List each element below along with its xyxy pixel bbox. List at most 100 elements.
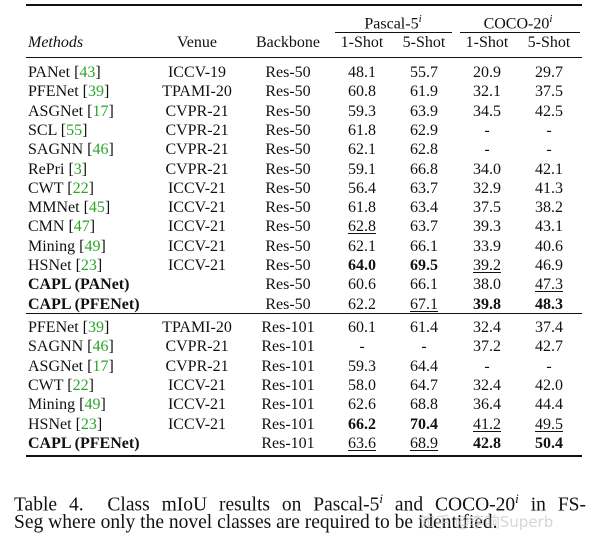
method-name: HSNet xyxy=(28,415,72,433)
venue-cell: CVPR-21 xyxy=(165,160,229,178)
score-cell: 40.6 xyxy=(535,237,563,255)
bottom-rule xyxy=(26,455,582,457)
score-cell: 37.5 xyxy=(535,83,563,101)
citation: [49] xyxy=(79,237,106,255)
method-name: Mining xyxy=(28,396,76,414)
score-cell: - xyxy=(484,357,490,375)
group-rule xyxy=(26,313,582,314)
column-header: 1-Shot xyxy=(465,34,509,51)
score-cell: 38.2 xyxy=(535,199,563,217)
score-cell: 39.3 xyxy=(473,218,501,236)
venue-cell: TPAMI-20 xyxy=(162,319,232,336)
method-cell: CAPL (PFENet) xyxy=(28,295,140,314)
venue-cell: CVPR-21 xyxy=(165,102,229,120)
score-cell: 62.6 xyxy=(348,396,376,414)
method-name: ASGNet xyxy=(28,357,84,375)
score-cell: 34.5 xyxy=(473,102,501,120)
method-cell: ASGNet [17] xyxy=(28,357,114,376)
score-cell: 42.1 xyxy=(535,160,563,178)
score-cell: 32.4 xyxy=(473,376,501,394)
method-cell: HSNet [23] xyxy=(28,256,102,275)
citation: [45] xyxy=(83,199,111,217)
score-cell: 70.4 xyxy=(410,415,438,433)
backbone-cell: Res-101 xyxy=(261,319,315,336)
score-cell: 34.0 xyxy=(473,160,501,178)
method-cell: CAPL (PANet) xyxy=(28,275,129,294)
score-cell: - xyxy=(421,338,427,356)
citation: [23] xyxy=(75,415,103,433)
score-cell: 63.4 xyxy=(410,199,438,217)
method-name: MMNet xyxy=(28,199,80,217)
citation: [17] xyxy=(87,102,114,120)
score-cell: 63.6 xyxy=(348,434,376,452)
score-cell: 63.7 xyxy=(410,218,438,236)
score-cell: 62.1 xyxy=(348,141,376,159)
score-cell: 20.9 xyxy=(473,64,501,81)
score-cell: 62.2 xyxy=(348,295,376,313)
score-cell: 68.8 xyxy=(410,396,438,414)
citation: [49] xyxy=(79,396,106,414)
group-header: COCO-20i xyxy=(484,10,553,33)
score-cell: 42.0 xyxy=(535,376,563,394)
method-name: SAGNN xyxy=(28,141,84,159)
score-cell: 59.1 xyxy=(348,160,376,178)
backbone-cell: Res-50 xyxy=(265,64,311,81)
citation: [47] xyxy=(68,218,96,236)
method-cell: RePri [3] xyxy=(28,160,87,179)
score-cell: - xyxy=(359,338,365,356)
score-cell: - xyxy=(546,357,552,375)
method-cell: HSNet [23] xyxy=(28,415,102,434)
column-header: Backbone xyxy=(256,34,320,51)
score-cell: 47.3 xyxy=(535,276,563,294)
column-header: 1-Shot xyxy=(340,34,384,51)
backbone-cell: Res-50 xyxy=(265,160,311,178)
score-cell: 58.0 xyxy=(348,376,376,394)
caption-text: Table 4. Class mIoU results on Pascal-5 xyxy=(14,494,380,516)
header-rule xyxy=(26,57,582,58)
venue-cell: ICCV-21 xyxy=(167,376,227,394)
backbone-cell: Res-50 xyxy=(265,179,311,197)
score-cell: 61.8 xyxy=(348,121,376,139)
backbone-cell: Res-101 xyxy=(261,357,315,375)
score-cell: - xyxy=(546,141,552,159)
score-cell: 37.5 xyxy=(473,199,501,217)
score-cell: 60.6 xyxy=(348,276,376,294)
backbone-cell: Res-50 xyxy=(265,237,311,255)
top-rule xyxy=(26,4,582,6)
backbone-cell: Res-101 xyxy=(261,376,315,394)
venue-cell: ICCV-21 xyxy=(167,199,227,217)
score-cell: 63.9 xyxy=(410,102,438,120)
method-name: CWT xyxy=(28,179,64,197)
venue-cell: ICCV-21 xyxy=(167,396,227,414)
superscript: i xyxy=(549,13,553,25)
superscript: i xyxy=(418,13,422,25)
method-cell: Mining [49] xyxy=(28,395,106,414)
score-cell: 38.0 xyxy=(473,276,501,294)
citation: [22] xyxy=(67,376,94,394)
method-cell: CWT [22] xyxy=(28,376,94,395)
score-cell: 37.4 xyxy=(535,319,563,336)
venue-cell: ICCV-21 xyxy=(167,218,227,236)
pascal-span-rule xyxy=(335,32,452,33)
score-cell: 43.1 xyxy=(535,218,563,236)
header-text: COCO-20 xyxy=(483,15,550,33)
score-cell: 49.5 xyxy=(535,415,563,433)
score-cell: 67.1 xyxy=(410,295,438,313)
venue-cell: CVPR-21 xyxy=(165,141,229,159)
score-cell: 46.9 xyxy=(535,257,563,274)
score-cell: 66.8 xyxy=(410,160,438,178)
score-cell: 29.7 xyxy=(535,64,563,81)
score-cell: - xyxy=(484,121,490,139)
venue-cell: CVPR-21 xyxy=(165,338,229,356)
method-cell: PANet [43] xyxy=(28,63,101,82)
score-cell: 32.4 xyxy=(473,319,501,336)
method-cell: SAGNN [46] xyxy=(28,140,114,159)
citation: [46] xyxy=(87,141,114,159)
score-cell: 59.3 xyxy=(348,357,376,375)
score-cell: 62.1 xyxy=(348,237,376,255)
caption-text: and COCO-20 xyxy=(382,494,516,516)
backbone-cell: Res-50 xyxy=(265,121,311,139)
score-cell: 59.3 xyxy=(348,102,376,120)
method-name: CWT xyxy=(28,376,64,394)
